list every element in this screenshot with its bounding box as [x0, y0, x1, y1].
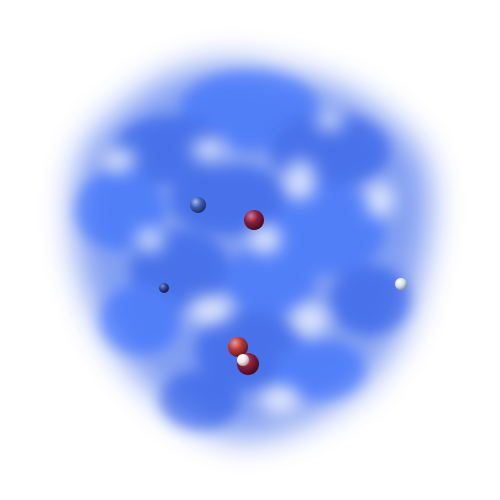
white-sphere-lower	[237, 354, 249, 366]
spheres	[159, 197, 407, 375]
navy-sphere-left	[159, 283, 169, 293]
blue-sphere-upper-left	[190, 197, 206, 213]
red-sphere-lower	[228, 337, 248, 357]
white-sphere-right	[395, 278, 407, 290]
density-cloud	[72, 62, 432, 440]
maroon-sphere-center	[244, 210, 264, 230]
